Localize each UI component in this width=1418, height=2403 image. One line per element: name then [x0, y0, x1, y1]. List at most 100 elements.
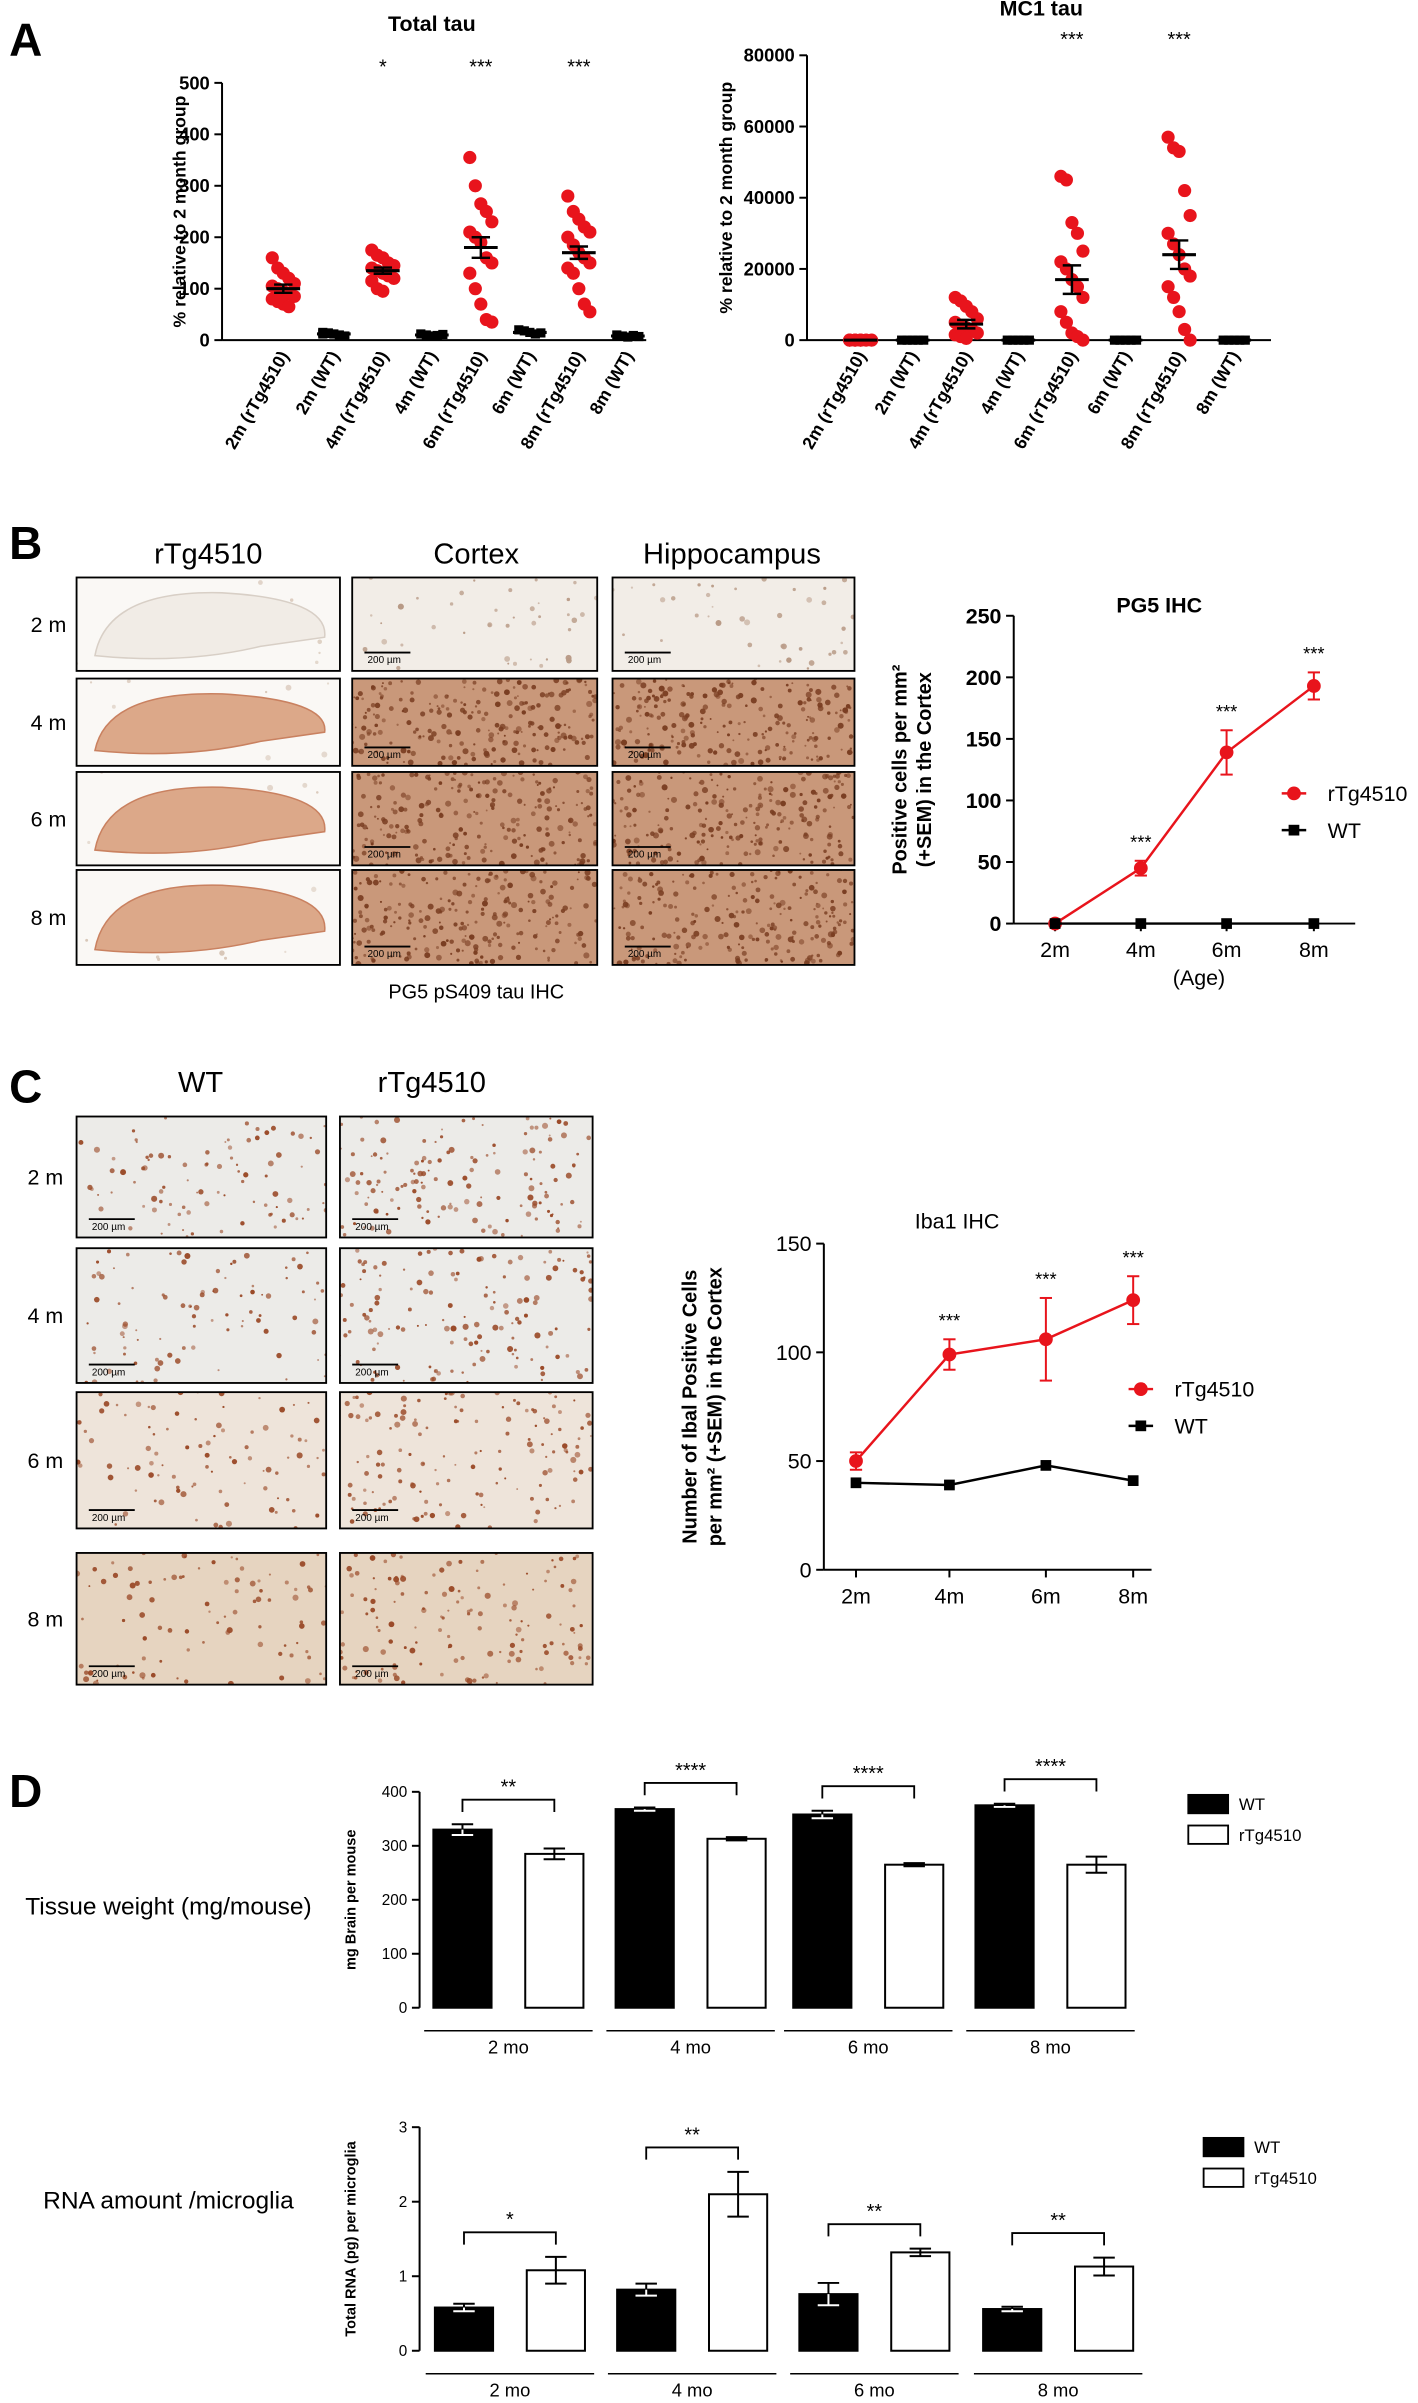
- tissue: [76, 1248, 327, 1383]
- cell: [560, 1132, 567, 1139]
- cell: [479, 821, 483, 825]
- cell: [721, 698, 727, 705]
- cell: [622, 871, 628, 877]
- cell: [213, 1522, 219, 1528]
- cell: [399, 869, 405, 874]
- cell: [477, 1611, 483, 1617]
- cell: [681, 742, 687, 748]
- cell: [226, 1328, 230, 1332]
- cell: [419, 856, 423, 860]
- cell: [181, 1259, 187, 1265]
- cell: [425, 1426, 429, 1430]
- cell: [452, 889, 459, 896]
- cell: [647, 732, 650, 736]
- cell: [471, 893, 476, 898]
- cell: [87, 840, 91, 845]
- data-point: [1054, 305, 1068, 319]
- cell: [301, 1290, 305, 1294]
- cell: [273, 1225, 277, 1229]
- image-frame: [339, 1115, 594, 1239]
- cell: [188, 1304, 192, 1309]
- cell: [505, 623, 510, 628]
- cell: [472, 688, 475, 691]
- cell: [557, 731, 560, 734]
- significance-bracket: [1011, 2232, 1105, 2246]
- cell: [653, 704, 658, 709]
- cell: [709, 870, 714, 875]
- significance: ***: [1216, 701, 1237, 722]
- cell: [291, 1257, 296, 1262]
- cell: [702, 933, 708, 940]
- cell: [326, 682, 330, 685]
- cell: [715, 620, 722, 626]
- cell: [196, 1191, 199, 1194]
- cell: [412, 1420, 418, 1427]
- cell: [792, 882, 797, 887]
- cell: [798, 875, 802, 879]
- cell: [694, 914, 699, 918]
- data-point: [1178, 322, 1192, 337]
- bar: [616, 2288, 677, 2352]
- cell: [758, 837, 763, 842]
- cell: [394, 1364, 401, 1371]
- cell: [699, 843, 702, 846]
- cell: [493, 691, 500, 697]
- cell: [133, 1180, 136, 1184]
- cell: [413, 1179, 419, 1184]
- cell: [302, 782, 308, 788]
- cell: [810, 758, 814, 761]
- cell: [352, 918, 357, 923]
- cell: [461, 1371, 464, 1374]
- cell: [789, 791, 796, 798]
- cell: [762, 735, 766, 740]
- cell: [489, 958, 496, 964]
- cell: [751, 937, 756, 941]
- cell: [808, 853, 812, 857]
- cell: [129, 1582, 136, 1589]
- cell: [435, 908, 442, 914]
- cell: [315, 1513, 320, 1518]
- cell: [390, 1552, 397, 1558]
- cell: [577, 1437, 581, 1441]
- significance: ****: [675, 1760, 706, 1782]
- cell: [312, 1318, 319, 1325]
- cell: [461, 938, 466, 943]
- cell: [257, 1579, 261, 1583]
- cell: [588, 1260, 593, 1264]
- cell: [843, 902, 848, 907]
- cell: [372, 775, 378, 781]
- cell: [619, 683, 625, 688]
- cell: [637, 878, 643, 883]
- cell: [809, 688, 813, 692]
- cell: [524, 1408, 529, 1413]
- cell: [408, 902, 413, 907]
- cell: [299, 1620, 304, 1624]
- cell: [473, 1321, 480, 1328]
- cell: [750, 697, 757, 704]
- cell: [732, 787, 737, 791]
- cell: [593, 694, 598, 699]
- cell: [150, 1672, 156, 1678]
- y-tick-label: 500: [179, 72, 210, 93]
- cell: [249, 1580, 256, 1587]
- cell: [424, 915, 431, 922]
- cell: [520, 1234, 523, 1237]
- cell: [584, 869, 591, 876]
- marker: [1219, 745, 1234, 760]
- cell: [467, 784, 471, 789]
- cell: [475, 699, 481, 705]
- cell: [480, 1559, 485, 1564]
- cell: [441, 1616, 445, 1620]
- cell: [93, 1146, 100, 1153]
- cell: [389, 741, 393, 745]
- cell: [359, 822, 365, 828]
- cell: [667, 797, 670, 800]
- cell: [78, 1663, 84, 1669]
- cell: [432, 928, 439, 934]
- cell: [842, 878, 848, 884]
- marker: [1049, 918, 1061, 929]
- cell: [534, 806, 537, 809]
- cell: [672, 880, 675, 883]
- marker: [1040, 1460, 1052, 1471]
- cell: [765, 939, 770, 944]
